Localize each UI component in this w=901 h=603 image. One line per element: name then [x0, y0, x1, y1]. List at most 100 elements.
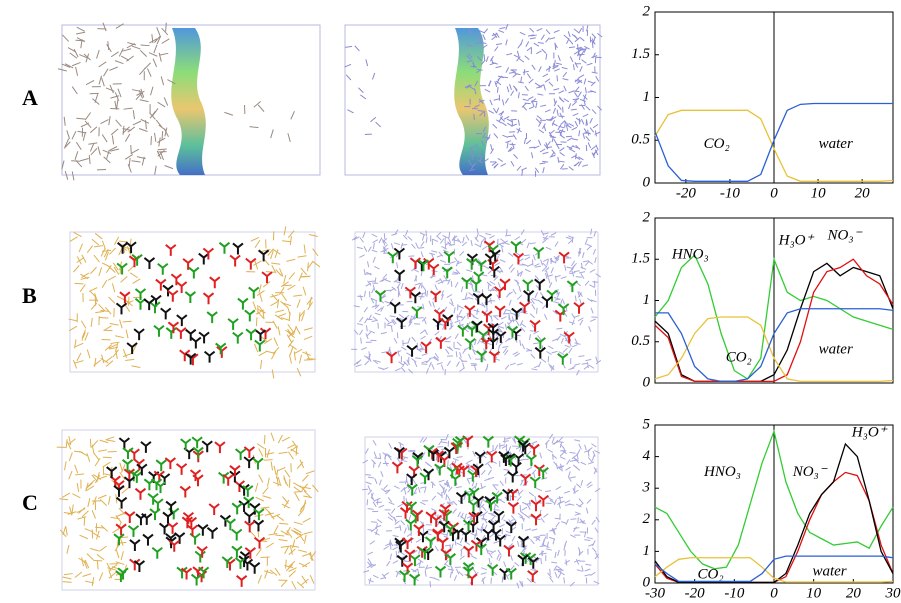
molecule: [425, 236, 428, 244]
acid-molecule: [176, 281, 188, 294]
molecule: [270, 461, 273, 471]
molecule: [115, 119, 122, 127]
molecule: [109, 346, 119, 350]
molecule: [87, 498, 91, 508]
molecule: [545, 270, 549, 277]
acid-molecule: [237, 297, 249, 310]
molecule: [536, 86, 543, 89]
molecule: [544, 439, 550, 445]
molecule: [367, 489, 373, 496]
molecule: [424, 570, 427, 577]
molecule: [106, 150, 110, 159]
molecule: [558, 96, 564, 102]
molecule: [303, 531, 313, 535]
molecule: [74, 151, 79, 160]
molecule: [559, 164, 565, 170]
molecule: [494, 81, 498, 88]
molecule: [479, 503, 485, 509]
molecule: [481, 506, 487, 512]
molecule: [371, 493, 373, 500]
acid-molecule: [197, 566, 210, 579]
acid-molecule: [185, 352, 197, 365]
molecule: [367, 528, 374, 532]
molecule: [588, 364, 595, 369]
molecule: [483, 265, 490, 270]
molecule: [566, 38, 570, 45]
molecule: [115, 549, 120, 559]
molecule: [289, 346, 294, 356]
molecule: [424, 329, 428, 336]
molecule: [473, 113, 475, 120]
molecule: [519, 510, 526, 516]
acid-molecule: [472, 292, 484, 305]
molecule: [532, 254, 536, 261]
molecule: [561, 521, 568, 525]
molecule: [301, 483, 309, 491]
acid-molecule: [134, 297, 147, 310]
molecule: [540, 230, 545, 236]
acid-molecule: [537, 467, 549, 479]
molecule: [553, 499, 557, 506]
molecule: [94, 93, 99, 103]
acid-molecule: [480, 337, 492, 350]
molecule: [571, 260, 576, 267]
molecule: [558, 351, 565, 356]
molecule: [546, 541, 549, 548]
molecule: [451, 235, 456, 241]
molecule: [466, 84, 472, 89]
molecule: [270, 432, 275, 442]
molecule: [558, 160, 565, 163]
molecule: [445, 348, 450, 355]
molecule: [365, 448, 369, 454]
molecule: [556, 335, 561, 341]
molecule: [419, 232, 426, 236]
acid-molecule: [236, 575, 248, 587]
molecule: [455, 486, 462, 489]
series-line: [654, 102, 893, 182]
molecule: [378, 504, 385, 508]
molecule: [579, 520, 586, 524]
molecule: [573, 34, 579, 41]
acid-molecule: [546, 289, 558, 302]
molecule: [538, 550, 545, 556]
molecule: [468, 28, 473, 35]
molecule: [549, 154, 556, 158]
molecule: [427, 338, 433, 344]
molecule: [587, 90, 594, 93]
molecule: [287, 284, 296, 291]
molecule: [413, 313, 416, 320]
molecule: [556, 75, 559, 82]
molecule: [303, 335, 313, 341]
molecule: [595, 516, 600, 523]
molecule: [434, 545, 439, 552]
molecule: [108, 572, 117, 579]
molecule: [512, 134, 517, 140]
molecule: [113, 236, 120, 246]
molecule: [510, 123, 517, 127]
molecule: [107, 41, 110, 51]
molecule: [456, 456, 463, 459]
acid-molecule: [500, 454, 512, 466]
molecule: [490, 297, 492, 304]
molecule: [568, 471, 571, 478]
molecule: [548, 282, 553, 288]
acid-molecule: [413, 524, 425, 536]
molecule: [535, 118, 541, 124]
acid-molecule: [147, 492, 159, 505]
molecule: [365, 325, 368, 332]
molecule: [592, 540, 596, 547]
molecule: [571, 319, 575, 326]
molecule: [93, 245, 104, 248]
molecule: [443, 483, 450, 487]
molecule: [366, 499, 369, 506]
molecule: [389, 553, 392, 560]
molecule: [553, 138, 558, 145]
molecule: [106, 562, 112, 572]
molecule: [540, 34, 545, 41]
molecule: [66, 130, 71, 139]
molecule: [89, 290, 97, 299]
molecule: [421, 316, 427, 322]
molecule: [595, 75, 600, 82]
acid-molecule: [444, 524, 457, 536]
molecule: [495, 32, 500, 38]
